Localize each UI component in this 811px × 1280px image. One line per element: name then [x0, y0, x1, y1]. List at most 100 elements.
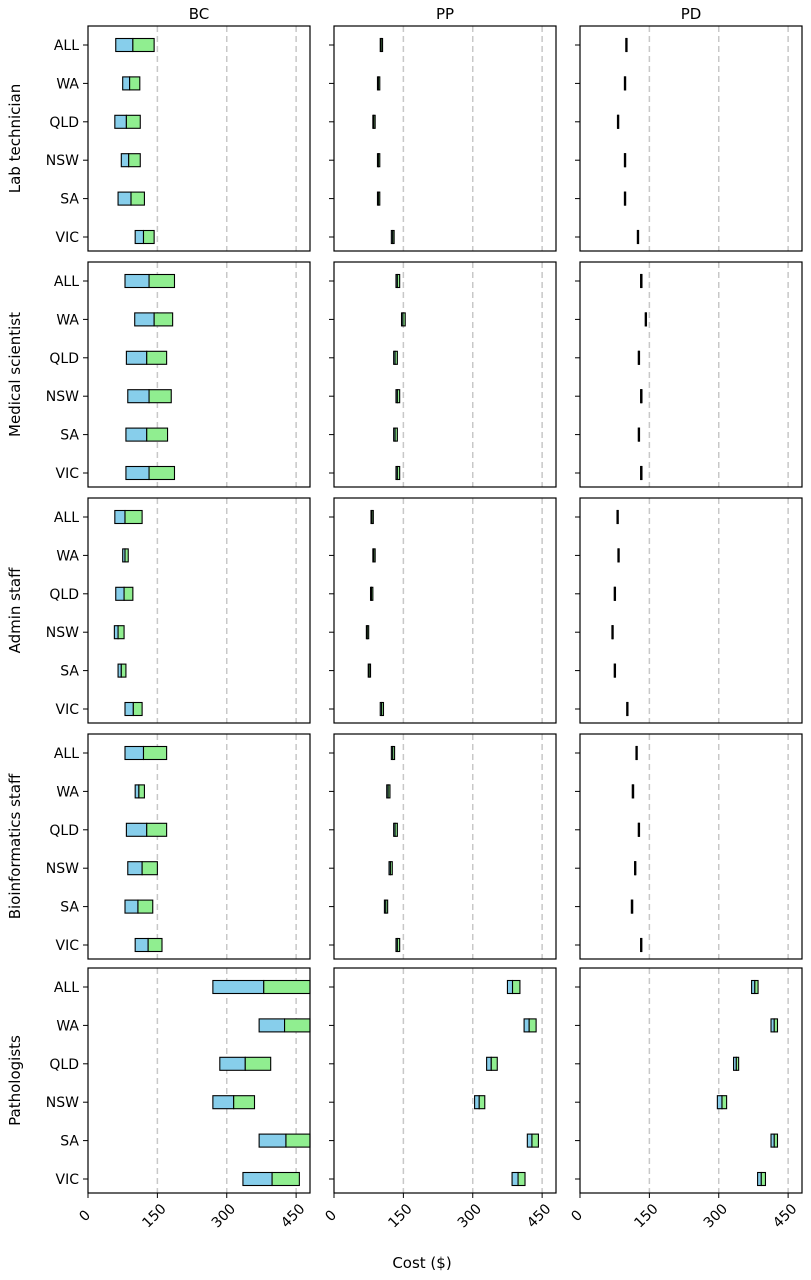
bar-low-nsw	[127, 389, 150, 404]
bar-high-wa	[377, 76, 381, 91]
bar-low-wa	[523, 1018, 530, 1033]
category-label-vic: VIC	[56, 702, 80, 718]
bar-high-all	[625, 37, 628, 53]
x-tick-label-0: 0	[568, 1207, 586, 1225]
category-label-vic: VIC	[56, 938, 80, 954]
bar-high-all	[754, 979, 759, 995]
row-label-pathologists: Pathologists	[6, 1035, 24, 1126]
panel-admin-staff-pd	[575, 497, 803, 724]
bar-high-wa	[773, 1018, 779, 1033]
panel-medical-scientist-pp	[329, 261, 557, 488]
bar-low-all	[115, 37, 134, 53]
bar-high-vic	[640, 465, 643, 481]
panel-frame	[579, 967, 803, 1194]
bar-high-vic	[132, 701, 143, 717]
bar-high-nsw	[117, 625, 125, 640]
bar-high-wa	[645, 312, 648, 327]
panel-lab-technician-pp	[329, 25, 557, 252]
bar-high-sa	[385, 899, 389, 914]
bar-high-vic	[392, 229, 395, 245]
bar-low-nsw	[212, 1095, 235, 1110]
category-label-all: ALL	[54, 510, 79, 526]
x-axis-label: Cost ($)	[392, 1254, 451, 1272]
bar-high-qld	[373, 114, 376, 129]
panel-frame	[333, 967, 557, 1194]
category-label-wa: WA	[56, 548, 79, 564]
category-label-all: ALL	[54, 38, 79, 54]
bar-high-sa	[130, 191, 145, 206]
bar-high-sa	[120, 663, 127, 678]
bar-high-wa	[124, 548, 129, 563]
panel-pathologists-pp: 0 150 300 450	[322, 967, 557, 1231]
bar-high-sa	[146, 427, 169, 442]
column-title-pp: PP	[436, 5, 454, 23]
bar-low-vic	[125, 465, 150, 481]
panel-frame	[87, 497, 311, 724]
panel-frame	[87, 733, 311, 960]
category-label-nsw: NSW	[46, 625, 79, 641]
bar-high-nsw	[624, 153, 627, 168]
bar-high-all	[148, 273, 176, 289]
category-label-vic: VIC	[56, 466, 80, 482]
category-label-qld: QLD	[49, 351, 79, 367]
bar-high-nsw	[634, 861, 637, 876]
bar-high-vic	[626, 701, 629, 717]
bar-high-all	[392, 745, 396, 761]
x-tick-label-450: 450	[278, 1201, 308, 1231]
bar-low-all	[124, 745, 145, 761]
bar-high-wa	[528, 1018, 537, 1033]
bar-high-vic	[396, 465, 401, 481]
panel-bioinformatics-staff-pd	[575, 733, 803, 960]
category-label-all: ALL	[54, 274, 79, 290]
bar-low-vic	[511, 1171, 519, 1187]
bar-high-all	[371, 509, 374, 525]
bar-low-nsw	[113, 625, 119, 640]
row-label-bioinformatics-staff: Bioinformatics staff	[6, 773, 24, 919]
row-label-admin-staff: Admin staff	[6, 567, 24, 653]
panel-lab-technician-bc: ALL WA QLD NSW SA VIC	[46, 25, 311, 252]
bar-high-wa	[284, 1018, 311, 1033]
bar-high-qld	[146, 822, 168, 837]
bar-low-all	[124, 273, 150, 289]
category-label-sa: SA	[60, 1134, 79, 1150]
bar-high-wa	[632, 784, 635, 799]
bar-low-qld	[486, 1056, 492, 1071]
bar-low-sa	[117, 191, 132, 206]
bar-low-wa	[134, 312, 155, 327]
panel-frame	[87, 261, 311, 488]
panels-layer: ALL WA QLD NSW SA VIC ALL WA QLD NSW SA VIC ALL WA QLD…	[46, 25, 803, 1231]
bar-high-wa	[129, 76, 141, 91]
category-label-qld: QLD	[49, 115, 79, 131]
bar-high-nsw	[640, 389, 643, 404]
bar-high-all	[635, 745, 638, 761]
bar-high-vic	[148, 465, 176, 481]
category-label-all: ALL	[54, 746, 79, 762]
panel-frame	[579, 25, 803, 252]
bar-high-qld	[123, 586, 134, 601]
bar-low-all	[114, 509, 126, 525]
bar-high-all	[124, 509, 143, 525]
category-label-nsw: NSW	[46, 1095, 79, 1111]
x-tick-label-300: 300	[455, 1201, 485, 1231]
bar-high-all	[396, 273, 401, 289]
bar-high-qld	[490, 1056, 498, 1071]
panel-medical-scientist-bc: ALL WA QLD NSW SA VIC	[46, 261, 311, 488]
category-label-wa: WA	[56, 76, 79, 92]
bar-high-qld	[394, 822, 398, 837]
bar-low-qld	[219, 1056, 246, 1071]
bar-low-sa	[124, 899, 139, 914]
bar-high-sa	[614, 663, 617, 678]
bar-high-qld	[735, 1056, 740, 1071]
category-label-wa: WA	[56, 1018, 79, 1034]
bar-low-qld	[115, 586, 125, 601]
bar-high-wa	[138, 784, 145, 799]
column-title-bc: BC	[189, 5, 210, 23]
bar-high-sa	[377, 191, 381, 206]
bar-high-nsw	[389, 861, 393, 876]
panel-frame	[87, 25, 311, 252]
bar-high-all	[132, 37, 155, 53]
bar-high-qld	[394, 350, 398, 365]
bar-high-all	[380, 37, 384, 53]
row-label-lab-technician: Lab technician	[6, 84, 24, 194]
